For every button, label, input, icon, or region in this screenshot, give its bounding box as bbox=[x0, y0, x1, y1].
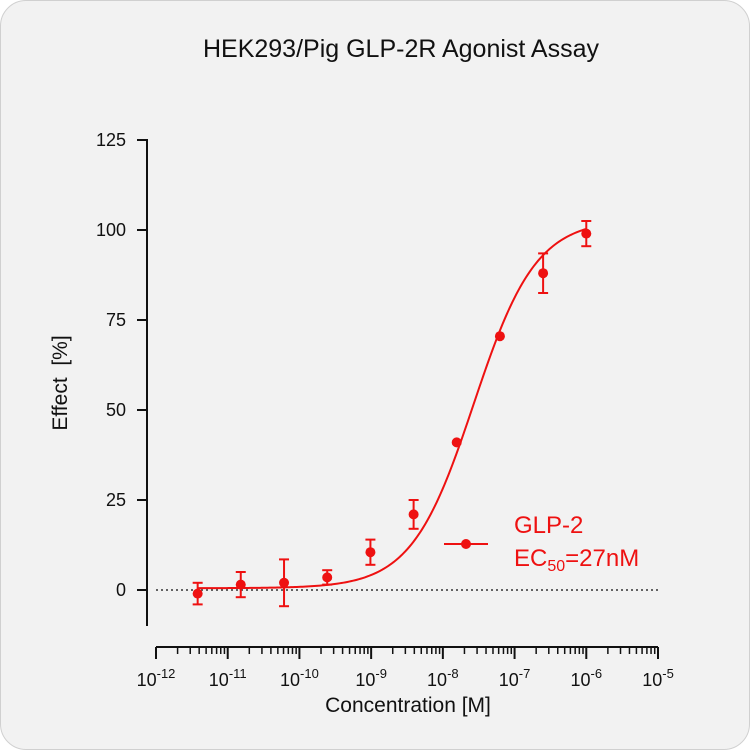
y-tick-label: 50 bbox=[106, 400, 126, 420]
data-point bbox=[365, 547, 376, 558]
data-point bbox=[538, 268, 549, 279]
data-point bbox=[494, 331, 505, 342]
legend-series-name: GLP-2 bbox=[514, 512, 583, 539]
legend-ec50-value: =27nM bbox=[565, 545, 639, 572]
data-point bbox=[279, 577, 290, 588]
x-tick-label: 10-8 bbox=[427, 666, 459, 690]
y-tick-label: 100 bbox=[96, 220, 126, 240]
legend-marker bbox=[461, 539, 471, 549]
x-tick-label: 10-10 bbox=[280, 666, 319, 690]
x-tick-label: 10-12 bbox=[137, 666, 176, 690]
x-tick-label: 10-6 bbox=[570, 666, 602, 690]
legend-ec50: EC50=27nM bbox=[514, 545, 639, 575]
legend-ec50-subscript: 50 bbox=[547, 558, 565, 575]
data-point bbox=[451, 437, 462, 448]
chart-title: HEK293/Pig GLP-2R Agonist Assay bbox=[203, 35, 600, 63]
y-tick-label: 0 bbox=[116, 580, 126, 600]
x-axis-label: Concentration [M] bbox=[325, 694, 491, 717]
y-tick-label: 25 bbox=[106, 490, 126, 510]
y-tick-label: 75 bbox=[106, 310, 126, 330]
data-point bbox=[322, 572, 333, 583]
x-axis-ticks: 10-12 10-11 10-10 10-9 10-8 10-7 10-6 10-5 bbox=[137, 647, 674, 690]
x-tick-label: 10-7 bbox=[499, 666, 531, 690]
x-tick-label: 10-9 bbox=[355, 666, 387, 690]
data-point bbox=[408, 509, 419, 520]
x-tick-label: 10-11 bbox=[209, 666, 247, 690]
data-point bbox=[192, 588, 203, 599]
y-axis-label: Effect [%] bbox=[49, 335, 72, 430]
data-points bbox=[192, 220, 592, 608]
data-point bbox=[581, 228, 592, 239]
y-axis-ticks: 0 25 50 75 100 125 bbox=[96, 130, 147, 600]
legend: GLP-2 EC50=27nM bbox=[444, 512, 639, 575]
legend-ec50-prefix: EC bbox=[514, 545, 547, 572]
y-tick-label: 125 bbox=[96, 130, 126, 150]
fit-curve bbox=[197, 227, 587, 590]
x-tick-label: 10-5 bbox=[642, 666, 674, 690]
data-point bbox=[235, 579, 246, 590]
